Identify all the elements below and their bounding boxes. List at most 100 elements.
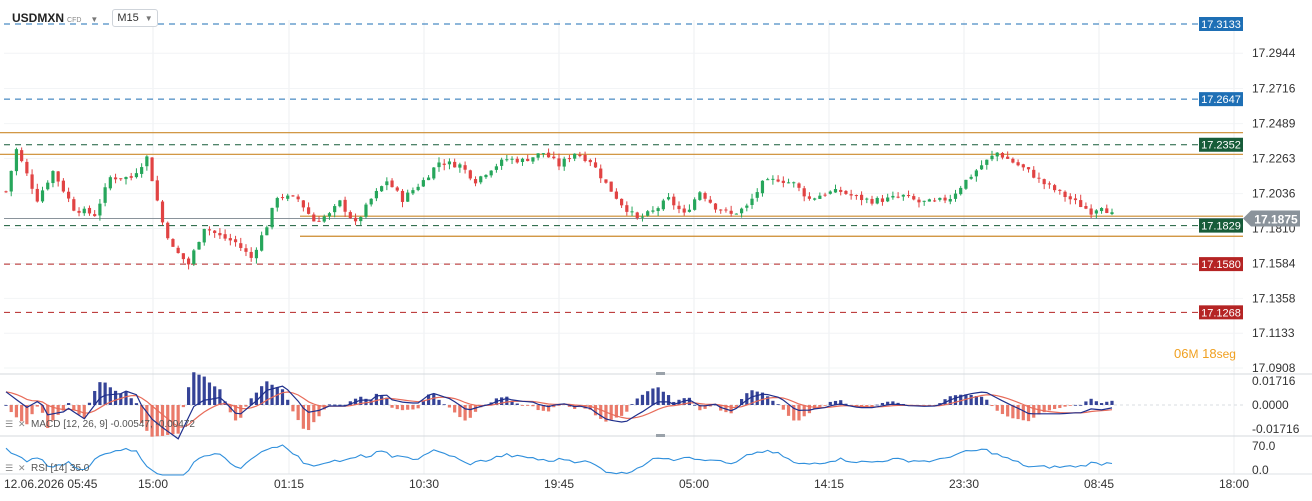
- macd-histogram-bar: [400, 405, 405, 411]
- candle-body: [134, 173, 139, 178]
- macd-histogram-bar: [322, 405, 326, 410]
- candle-body: [687, 209, 692, 212]
- candle-body: [1037, 177, 1041, 179]
- macd-histogram-bar: [129, 398, 133, 405]
- candle-body: [672, 196, 676, 206]
- macd-histogram-bar: [301, 405, 305, 429]
- candle-body: [995, 152, 999, 157]
- macd-histogram-bar: [604, 405, 608, 422]
- candle-body: [760, 180, 765, 194]
- candle-body: [312, 214, 316, 222]
- candle-body: [880, 198, 885, 202]
- macd-histogram-bar: [959, 394, 963, 405]
- price-tick-label: 17.1133: [1252, 326, 1295, 340]
- price-level-tag: [1199, 305, 1243, 320]
- candle-body: [463, 165, 467, 170]
- macd-histogram-bar: [786, 405, 791, 416]
- candle-body: [306, 207, 311, 214]
- x-tick-label: 19:45: [544, 477, 574, 491]
- candle-body: [20, 150, 24, 162]
- macd-histogram-bar: [818, 405, 822, 407]
- candle-body: [113, 177, 118, 180]
- macd-histogram-bar: [338, 404, 342, 406]
- candle-body: [322, 216, 326, 222]
- macd-histogram-bar: [385, 397, 389, 405]
- macd-histogram-bar: [510, 401, 514, 405]
- macd-histogram-bar: [505, 396, 509, 405]
- macd-histogram-bar: [87, 402, 92, 405]
- candle-body: [1026, 167, 1031, 170]
- candle-body: [192, 250, 196, 265]
- candle-body: [1099, 208, 1104, 212]
- candle-body: [218, 233, 222, 236]
- macd-histogram-bar: [390, 405, 394, 408]
- candle-body: [207, 229, 212, 231]
- candle-body: [500, 159, 504, 166]
- macd-histogram-bar: [880, 402, 885, 405]
- candle-body: [348, 212, 352, 219]
- macd-histogram-bar: [839, 400, 843, 405]
- macd-histogram-bar: [1000, 405, 1005, 415]
- candle-countdown: 06M 18seg: [1174, 346, 1236, 361]
- candle-body: [369, 198, 373, 205]
- macd-tick-label: 0.0000: [1252, 398, 1289, 412]
- candle-body: [1021, 164, 1025, 168]
- candle-body: [171, 239, 175, 247]
- macd-histogram-bar: [1011, 405, 1015, 419]
- candle-body: [985, 159, 989, 165]
- x-tick-label: 12.06.2026 05:45: [4, 477, 98, 491]
- candle-body: [839, 189, 843, 192]
- candle-body: [77, 210, 81, 213]
- candle-body: [353, 217, 358, 222]
- macd-histogram-bar: [291, 405, 295, 412]
- macd-histogram-bar: [77, 405, 81, 415]
- current-price-tag: [1243, 210, 1300, 227]
- x-tick-label: 14:15: [814, 477, 844, 491]
- candle-body: [505, 159, 509, 161]
- candle-body: [301, 200, 305, 208]
- timeframe-selector[interactable]: M15 ▼: [112, 9, 158, 27]
- macd-histogram-bar: [447, 405, 452, 408]
- price-level-label: 17.1268: [1201, 307, 1241, 319]
- candle-body: [1073, 198, 1078, 201]
- candle-body: [776, 179, 780, 182]
- macd-histogram-bar: [1094, 401, 1098, 405]
- candle-body: [614, 191, 618, 199]
- macd-histogram-bar: [870, 405, 874, 407]
- macd-histogram-bar: [286, 399, 290, 405]
- macd-histogram-bar: [807, 405, 812, 414]
- candle-body: [739, 208, 744, 214]
- macd-histogram-bar: [609, 405, 613, 420]
- macd-histogram-bar: [275, 387, 279, 405]
- price-level-label: 17.1829: [1201, 221, 1241, 233]
- macd-histogram-bar: [249, 398, 253, 405]
- candle-body: [698, 192, 702, 200]
- macd-histogram-bar: [14, 405, 19, 418]
- macd-histogram-bar: [546, 405, 551, 412]
- macd-histogram-bar: [614, 405, 618, 418]
- candle-body: [813, 198, 817, 200]
- candle-body: [385, 181, 389, 186]
- countdown-seconds-unit: seg: [1216, 347, 1236, 361]
- macd-histogram-bar: [56, 405, 60, 415]
- candle-body: [1110, 212, 1114, 215]
- candle-body: [875, 197, 879, 204]
- macd-histogram-bar: [270, 384, 274, 405]
- candle-body: [567, 158, 572, 160]
- macd-histogram-bar: [938, 403, 942, 405]
- candle-body: [1063, 191, 1067, 198]
- candle-body: [72, 199, 76, 211]
- candle-body: [927, 199, 932, 202]
- candle-body: [912, 196, 916, 200]
- macd-histogram-bar: [46, 405, 50, 429]
- macd-histogram-bar: [468, 405, 472, 418]
- candle-body: [223, 234, 227, 239]
- candle-body: [745, 205, 749, 208]
- macd-histogram-bar: [432, 394, 436, 405]
- candle-body: [1042, 179, 1046, 185]
- macd-histogram-bar: [687, 397, 692, 405]
- candle-body: [578, 154, 582, 157]
- symbol-selector[interactable]: USDMXN CFD ▼: [8, 8, 102, 28]
- macd-histogram-bar: [526, 405, 530, 406]
